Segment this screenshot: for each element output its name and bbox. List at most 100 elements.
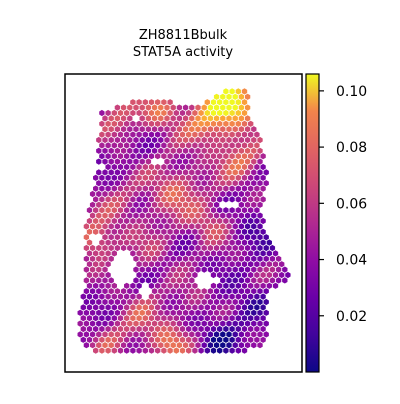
spot <box>223 293 229 300</box>
spot <box>167 131 173 138</box>
spot <box>136 174 142 181</box>
spot <box>195 147 201 154</box>
spot <box>198 228 204 235</box>
spot <box>248 196 254 203</box>
spot <box>108 201 114 208</box>
spot <box>161 120 167 127</box>
spot <box>136 109 142 117</box>
spot <box>176 223 183 230</box>
spot <box>217 99 223 106</box>
spot <box>139 255 145 262</box>
spot <box>244 288 251 295</box>
spot <box>114 126 121 133</box>
chart-title: ZH8811Bbulk <box>139 28 228 43</box>
spot <box>189 266 195 273</box>
spot <box>192 185 198 192</box>
spot <box>176 342 183 349</box>
spot <box>117 207 124 214</box>
spot <box>167 228 173 235</box>
spot <box>151 147 158 154</box>
spot-layer <box>77 88 291 354</box>
spot <box>248 315 254 322</box>
colorbar-tick-label: 0.10 <box>336 84 367 100</box>
spot <box>244 244 251 252</box>
spot <box>223 228 229 235</box>
spot <box>176 147 183 154</box>
spot <box>167 304 173 311</box>
spot <box>192 153 198 160</box>
spot <box>176 169 183 176</box>
spot <box>133 234 139 241</box>
spot <box>142 99 148 106</box>
spot <box>192 347 198 354</box>
spot <box>99 228 105 235</box>
spot <box>161 282 167 289</box>
spot <box>167 207 173 214</box>
spot <box>223 88 229 95</box>
spot <box>223 347 229 354</box>
spot <box>158 212 164 219</box>
spot <box>136 315 142 322</box>
spot <box>220 320 226 327</box>
spot <box>148 228 155 235</box>
spot <box>99 142 105 149</box>
spot <box>108 234 114 241</box>
spot <box>217 304 223 311</box>
spot <box>272 250 279 257</box>
spot <box>108 126 114 133</box>
spot <box>201 255 207 262</box>
spot <box>186 207 192 214</box>
spot <box>114 342 121 349</box>
spot <box>102 309 108 316</box>
spot <box>151 190 158 198</box>
spot <box>266 250 272 257</box>
spot <box>170 255 176 262</box>
spot <box>226 277 232 284</box>
spot <box>263 309 269 316</box>
spot <box>232 266 238 273</box>
spot <box>220 309 226 316</box>
spot <box>204 347 210 354</box>
spot <box>99 293 105 300</box>
spot <box>213 169 220 176</box>
spot <box>275 277 282 284</box>
spot <box>179 120 186 127</box>
spot <box>275 266 282 273</box>
spot <box>235 293 241 300</box>
spot <box>93 304 99 311</box>
spot <box>248 293 254 300</box>
spot <box>176 288 183 295</box>
spot <box>217 174 223 181</box>
spot <box>238 244 245 252</box>
spot <box>117 336 124 343</box>
spot <box>80 336 86 343</box>
spot <box>217 120 223 127</box>
spot <box>251 136 257 144</box>
spot <box>241 142 248 149</box>
spot <box>164 115 170 122</box>
spot <box>96 309 102 316</box>
spot <box>210 163 217 171</box>
spot <box>179 293 186 300</box>
spot <box>226 104 232 111</box>
spot <box>170 201 176 208</box>
spot <box>182 212 189 219</box>
spot <box>189 212 195 219</box>
spot <box>139 190 145 198</box>
spot <box>238 147 245 154</box>
spot <box>102 223 108 230</box>
spot <box>192 315 198 322</box>
spot <box>217 315 223 322</box>
spot <box>102 169 108 176</box>
spot <box>117 153 124 160</box>
spot <box>105 239 111 246</box>
spot <box>148 315 155 322</box>
spot <box>254 282 260 289</box>
spot <box>207 331 214 338</box>
spot <box>179 163 186 171</box>
spot <box>130 163 136 171</box>
spot <box>182 169 189 176</box>
spot <box>130 207 136 214</box>
spot <box>139 277 145 284</box>
spot <box>182 331 189 338</box>
